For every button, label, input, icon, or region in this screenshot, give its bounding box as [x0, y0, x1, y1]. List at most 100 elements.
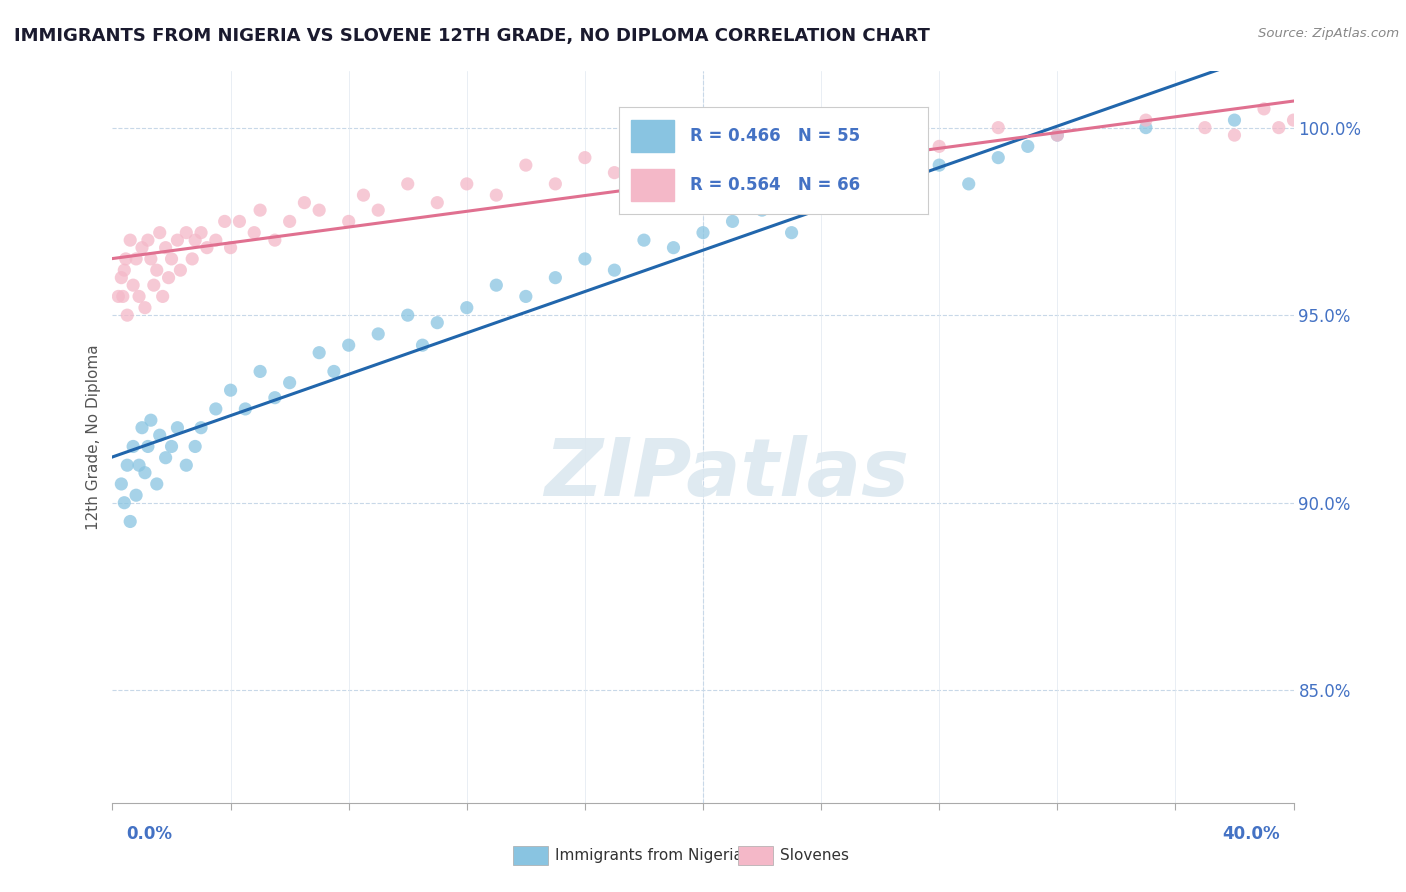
Point: [160, 440, 183, 454]
Point: [352, 188, 374, 202]
Point: [574, 151, 596, 165]
Point: [112, 263, 135, 277]
Point: [1223, 113, 1246, 128]
Point: [692, 158, 714, 172]
Point: [987, 151, 1010, 165]
Point: [174, 226, 197, 240]
Point: [367, 326, 389, 341]
Text: R = 0.466   N = 55: R = 0.466 N = 55: [690, 127, 860, 145]
Point: [1312, 139, 1334, 153]
Point: [146, 263, 169, 277]
Point: [367, 203, 389, 218]
Point: [337, 214, 360, 228]
Point: [181, 252, 204, 266]
Point: [264, 391, 287, 405]
Point: [139, 252, 162, 266]
Point: [110, 477, 132, 491]
Point: [219, 383, 242, 397]
Point: [111, 289, 134, 303]
Point: [136, 440, 159, 454]
Point: [278, 214, 301, 228]
Point: [120, 515, 142, 529]
Point: [751, 203, 773, 218]
Point: [515, 158, 537, 172]
Point: [166, 233, 188, 247]
Point: [166, 420, 188, 434]
Point: [1282, 113, 1305, 128]
Point: [396, 177, 419, 191]
Point: [174, 458, 197, 473]
Point: [308, 345, 330, 359]
Point: [292, 195, 315, 210]
Point: [233, 401, 256, 416]
Point: [219, 241, 242, 255]
Point: [780, 226, 803, 240]
Point: [128, 289, 150, 303]
Point: [114, 252, 136, 266]
Point: [574, 252, 596, 266]
Point: [633, 158, 655, 172]
Point: [928, 139, 950, 153]
Point: [412, 338, 434, 352]
Point: [110, 270, 132, 285]
Point: [337, 338, 360, 352]
Point: [396, 308, 419, 322]
Point: [1268, 120, 1291, 135]
Text: IMMIGRANTS FROM NIGERIA VS SLOVENE 12TH GRADE, NO DIPLOMA CORRELATION CHART: IMMIGRANTS FROM NIGERIA VS SLOVENE 12TH …: [14, 27, 929, 45]
Point: [195, 241, 218, 255]
Point: [264, 233, 287, 247]
Point: [107, 289, 129, 303]
Text: 0.0%: 0.0%: [127, 825, 173, 843]
Point: [426, 316, 449, 330]
Point: [987, 120, 1010, 135]
Point: [485, 278, 508, 293]
Point: [1017, 139, 1039, 153]
Point: [957, 177, 980, 191]
Point: [721, 214, 744, 228]
Point: [155, 450, 177, 465]
Point: [249, 203, 271, 218]
Point: [190, 226, 212, 240]
Point: [1046, 128, 1069, 142]
Point: [243, 226, 266, 240]
Point: [112, 496, 135, 510]
Point: [662, 241, 685, 255]
Point: [125, 252, 148, 266]
Point: [751, 139, 773, 153]
Point: [146, 477, 169, 491]
Point: [142, 278, 165, 293]
Point: [308, 203, 330, 218]
Point: [117, 458, 138, 473]
Point: [131, 420, 153, 434]
Point: [869, 128, 891, 142]
Point: [323, 364, 346, 378]
Point: [136, 233, 159, 247]
Point: [149, 428, 172, 442]
Text: 40.0%: 40.0%: [1222, 825, 1279, 843]
Bar: [631, 169, 675, 202]
Point: [205, 401, 228, 416]
Point: [869, 177, 891, 191]
Point: [839, 188, 862, 202]
Point: [1296, 120, 1319, 135]
Point: [426, 195, 449, 210]
Point: [810, 151, 832, 165]
Point: [1046, 128, 1069, 142]
Point: [544, 270, 567, 285]
Point: [810, 195, 832, 210]
Point: [692, 226, 714, 240]
Point: [122, 278, 145, 293]
Point: [134, 301, 156, 315]
Point: [1135, 113, 1157, 128]
Point: [456, 177, 478, 191]
Point: [190, 420, 212, 434]
Point: [515, 289, 537, 303]
Point: [633, 233, 655, 247]
Point: [214, 214, 236, 228]
Point: [485, 188, 508, 202]
Point: [125, 488, 148, 502]
Point: [155, 241, 177, 255]
Point: [456, 301, 478, 315]
Point: [128, 458, 150, 473]
Point: [120, 233, 142, 247]
